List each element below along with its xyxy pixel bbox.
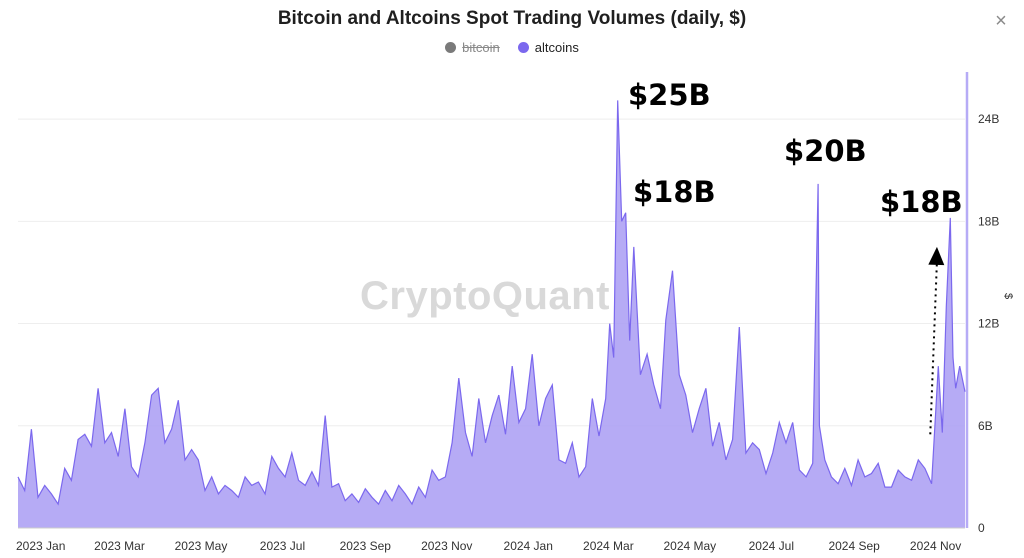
x-tick-label-10: 2024 Sep (828, 539, 880, 553)
x-tick-label-3: 2023 Jul (260, 539, 305, 553)
y-tick-label-0: 0 (978, 521, 985, 535)
x-tick-label-11: 2024 Nov (910, 539, 961, 553)
x-tick-label-8: 2024 May (663, 539, 716, 553)
chart-legend: bitcoin altcoins (0, 40, 1024, 55)
y-axis-unit: $ (1002, 292, 1015, 300)
annotation-peak-25b: $25B (628, 78, 711, 112)
chart-title: Bitcoin and Altcoins Spot Trading Volume… (277, 8, 747, 29)
altcoins-area (18, 100, 965, 529)
x-tick-label-6: 2024 Jan (504, 539, 553, 553)
x-tick-label-0: 2023 Jan (16, 539, 65, 553)
legend-label-altcoins: altcoins (534, 40, 579, 55)
y-tick-label-4: 24B (978, 112, 999, 126)
altcoins-line (17, 100, 966, 506)
x-tick-label-7: 2024 Mar (583, 539, 634, 553)
legend-dot-bitcoin (445, 42, 457, 53)
y-tick-label-2: 12B (978, 317, 999, 331)
annotation-arrow-shaft (929, 260, 938, 435)
annotation-peak-20b: $20B (784, 134, 867, 168)
annotation-arrow-head (928, 246, 945, 266)
annotation-peak-18b-november: $18B (880, 185, 963, 219)
legend-item-bitcoin[interactable]: bitcoin (445, 40, 500, 55)
legend-label-bitcoin: bitcoin (462, 40, 500, 55)
close-icon[interactable]: × (995, 10, 1007, 32)
annotation-peak-18b-march: $18B (633, 175, 716, 209)
x-tick-label-9: 2024 Jul (749, 539, 794, 553)
y-tick-label-1: 6B (978, 419, 993, 433)
x-tick-label-5: 2023 Nov (421, 539, 472, 553)
x-tick-label-4: 2023 Sep (340, 539, 392, 553)
x-tick-label-1: 2023 Mar (94, 539, 145, 553)
legend-item-altcoins[interactable]: altcoins (517, 40, 579, 55)
x-tick-label-2: 2023 May (175, 539, 228, 553)
legend-dot-altcoins (517, 42, 529, 53)
y-tick-label-3: 18B (978, 214, 999, 228)
